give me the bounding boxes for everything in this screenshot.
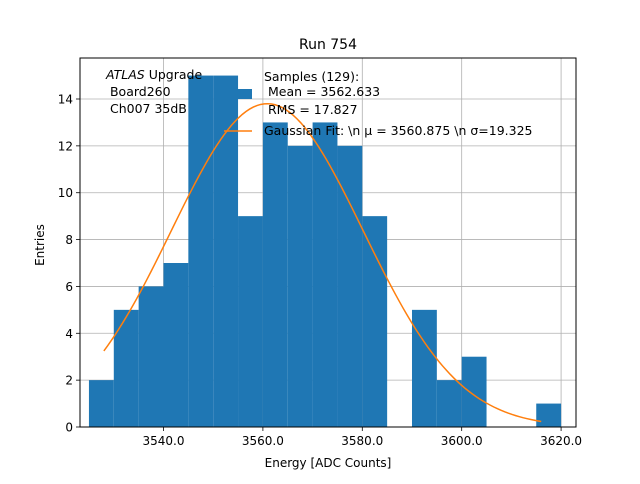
histogram-bar — [536, 403, 562, 427]
histogram-bar — [312, 122, 338, 427]
legend-fit-label: Gaussian Fit: \n μ = 3560.875 \n σ=19.32… — [264, 123, 533, 138]
y-axis-label: Entries — [33, 224, 47, 266]
x-tick-label: 3620.0 — [540, 434, 582, 448]
chart-title: Run 754 — [299, 37, 357, 53]
y-axis: 0 2 4 6 8 10 12 14 — [58, 93, 80, 435]
y-tick-label: 4 — [65, 327, 73, 341]
legend-hist-swatch — [224, 89, 252, 99]
annotation-line-3: Ch007 35dB — [106, 101, 187, 116]
histogram-bar — [262, 122, 288, 427]
histogram-bar — [436, 380, 462, 427]
histogram-bar — [337, 145, 363, 427]
atlas-annotation: ATLAS Upgrade Board260 Ch007 35dB — [105, 67, 202, 116]
histogram-bar — [163, 263, 189, 427]
histogram-bar — [213, 75, 239, 428]
histogram-bar — [88, 380, 114, 427]
legend: Samples (129): Mean = 3562.633 RMS = 17.… — [224, 69, 533, 138]
x-axis: 3540.0 3560.0 3580.0 3600.0 3620.0 — [142, 427, 582, 448]
y-tick-label: 2 — [65, 374, 73, 388]
annotation-line-1: ATLAS Upgrade — [105, 67, 202, 82]
x-tick-label: 3540.0 — [142, 434, 184, 448]
y-tick-label: 12 — [58, 139, 73, 153]
y-tick-label: 6 — [65, 280, 73, 294]
annotation-line-2: Board260 — [106, 84, 171, 99]
gaussian-fit-curve — [103, 102, 542, 423]
y-tick-label: 0 — [65, 421, 73, 435]
histogram-bar — [113, 309, 139, 427]
histogram-bar — [411, 309, 437, 427]
legend-hist-line-1: Samples (129): — [264, 69, 359, 84]
legend-hist-line-3: RMS = 17.827 — [264, 102, 358, 117]
legend-hist-line-2: Mean = 3562.633 — [264, 84, 380, 99]
y-tick-label: 8 — [65, 233, 73, 247]
histogram-bar — [138, 286, 164, 427]
histogram-bar — [238, 216, 263, 427]
y-tick-label: 14 — [58, 93, 73, 107]
histogram-bar — [188, 75, 214, 428]
histogram-bar — [461, 356, 487, 427]
histogram-bars — [88, 75, 562, 428]
x-axis-label: Energy [ADC Counts] — [265, 456, 392, 470]
x-tick-label: 3580.0 — [341, 434, 383, 448]
x-tick-label: 3560.0 — [242, 434, 284, 448]
x-tick-label: 3600.0 — [441, 434, 483, 448]
histogram-bar — [362, 216, 388, 427]
y-tick-label: 10 — [58, 186, 73, 200]
histogram-bar — [287, 145, 313, 427]
plot-frame — [79, 57, 577, 428]
fit-curve-group — [103, 102, 542, 423]
